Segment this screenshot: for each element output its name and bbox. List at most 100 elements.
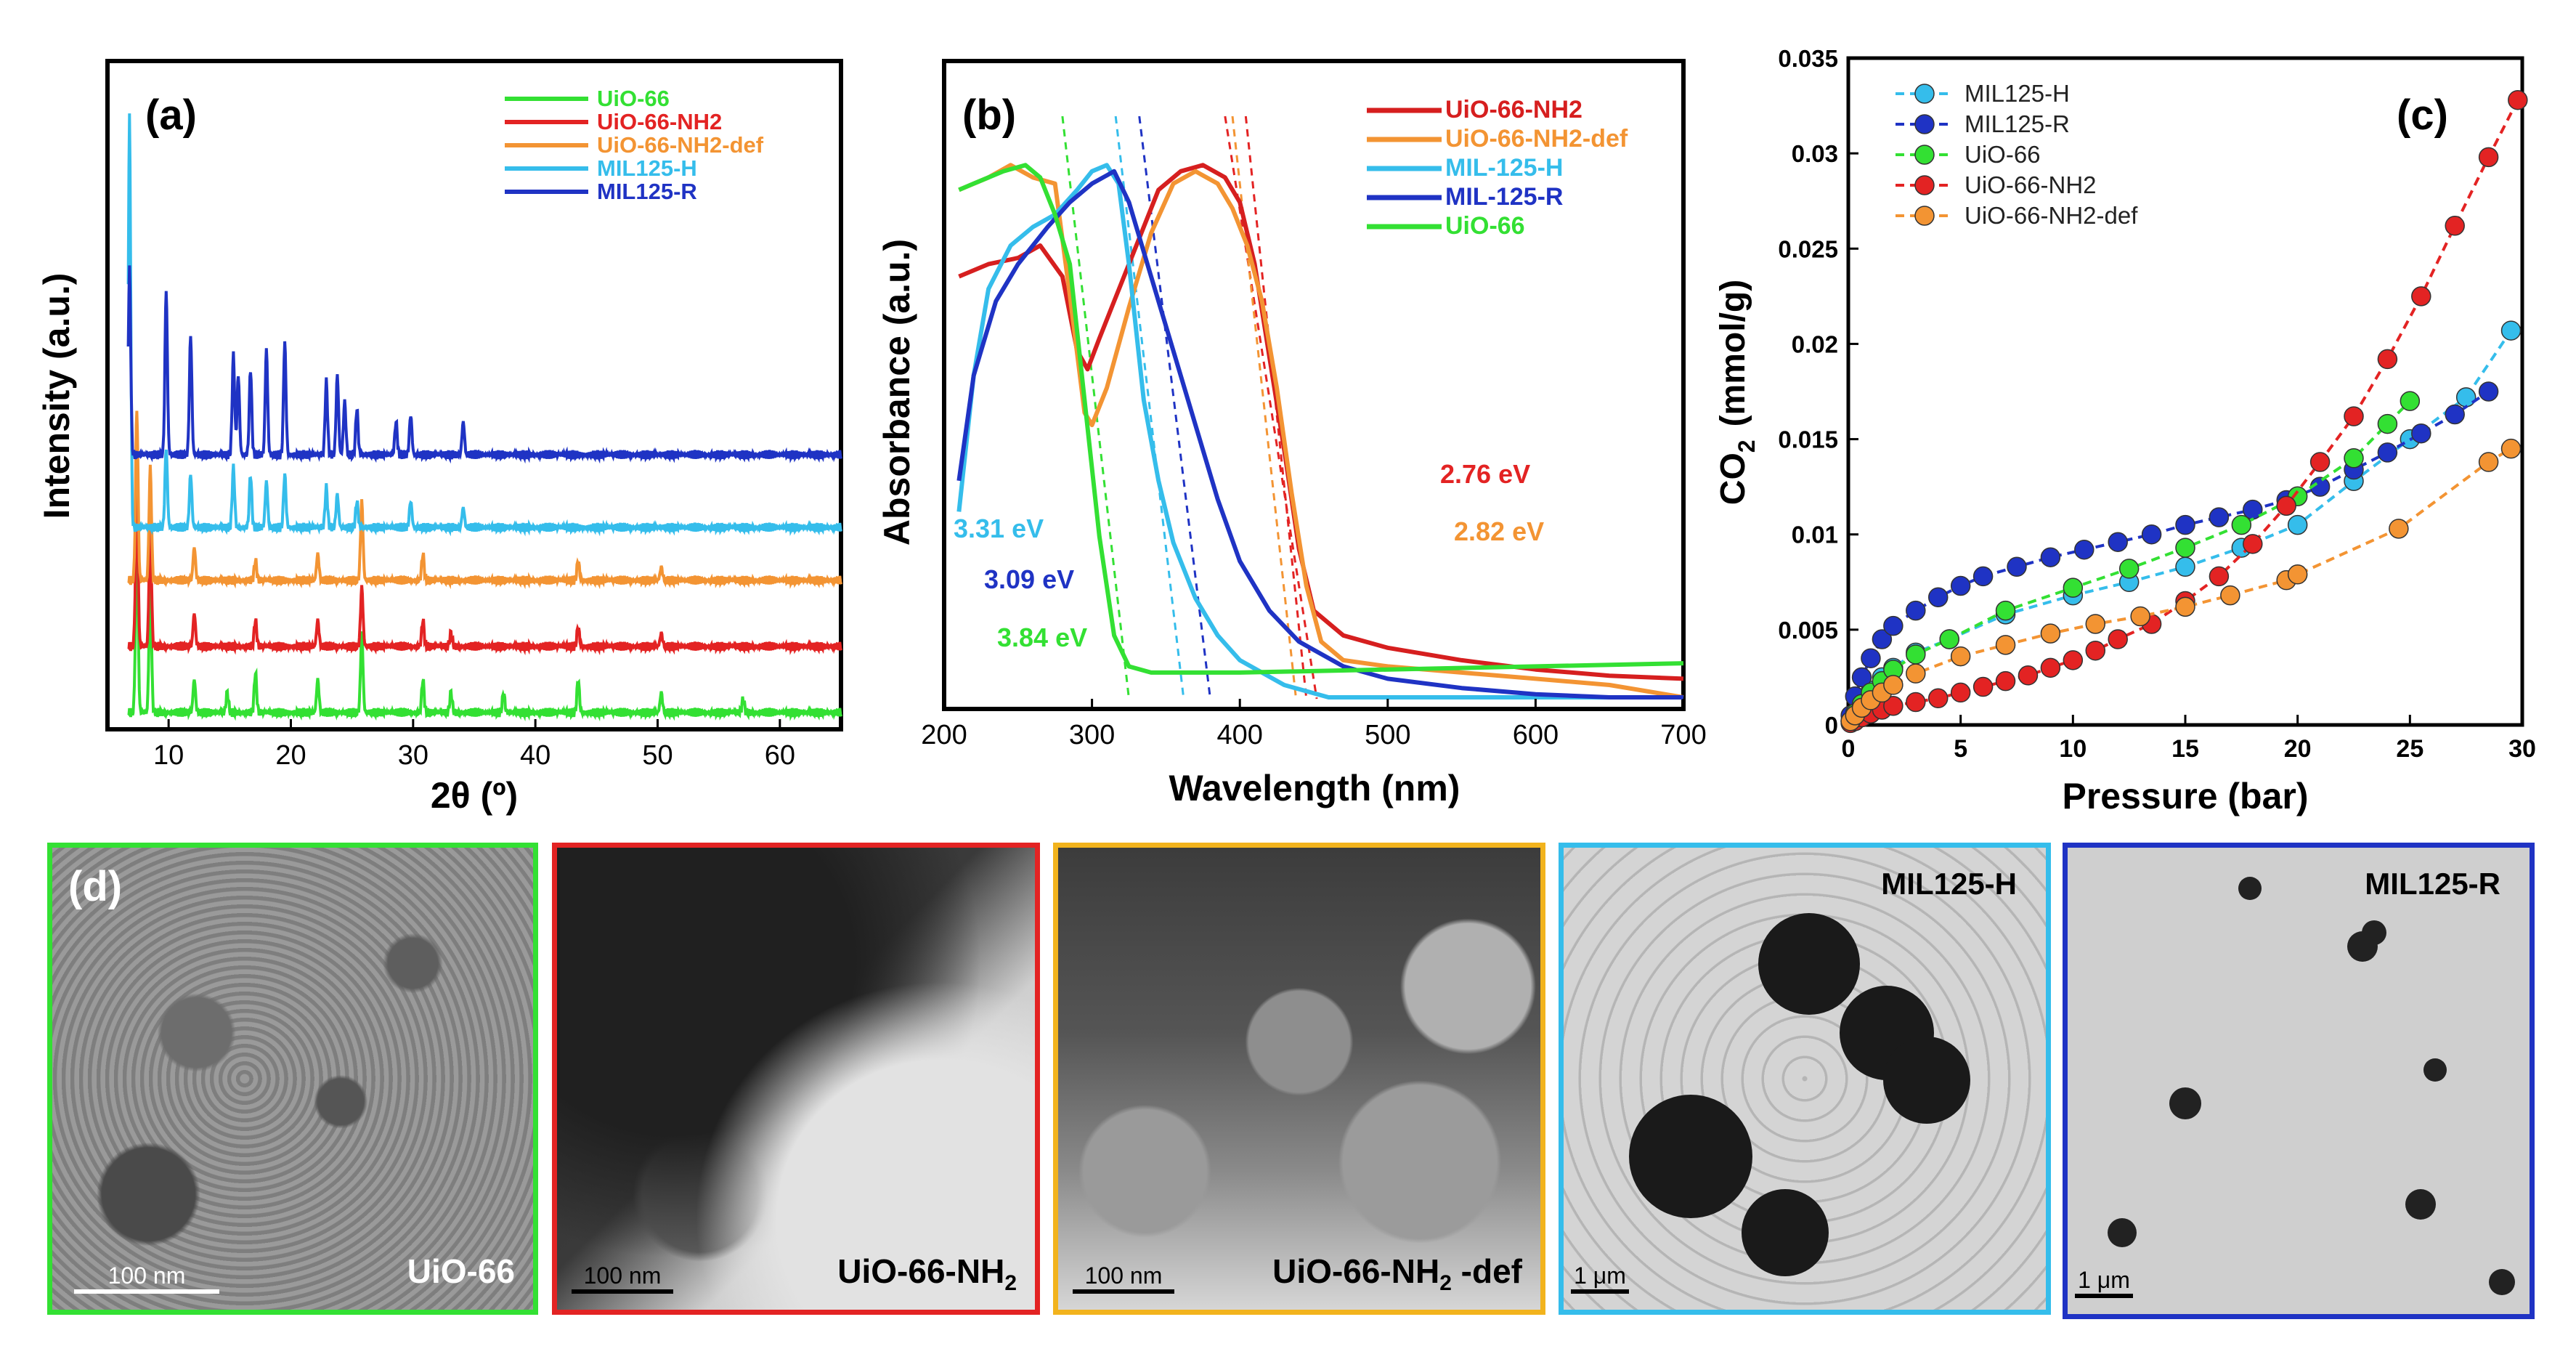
bandgap-label: 2.82 eV: [1454, 516, 1544, 546]
data-point-mil125-r: [2478, 381, 2499, 402]
legend-label: UiO-66: [1445, 212, 1525, 240]
data-point-mil125-r: [1883, 615, 1903, 636]
data-point-uio-66: [2344, 448, 2364, 469]
tem-name-uio66-nh2: UiO-66-NH: [837, 1252, 1005, 1290]
panel-c-y-axis-label: CO2 (mmol/g): [1714, 280, 1760, 505]
scale-line-mil125-r: [2075, 1294, 2133, 1298]
data-point-mil125-r: [2175, 514, 2195, 535]
data-point-uio-66-nh2-def: [1995, 635, 2016, 655]
data-point-uio-66-nh2-def: [2500, 438, 2522, 459]
x-tick-label: 5: [1954, 735, 1967, 763]
data-point-mil125-r: [2377, 442, 2398, 463]
data-point-uio-66-nh2: [2344, 406, 2364, 426]
tem-particle: [1758, 913, 1860, 1015]
data-point-uio-66-nh2: [2377, 349, 2398, 370]
data-point-uio-66-nh2: [2411, 286, 2431, 307]
x-tick-label: 40: [520, 740, 550, 771]
tem-texture-uio66-nh2-def: [1058, 848, 1540, 1310]
panel-c-y-label-main: CO: [1714, 453, 1752, 505]
data-point-uio-66-nh2: [2018, 665, 2039, 686]
y-tick-label: 0.03: [1792, 140, 1838, 167]
isotherm-line-uio-66-nh2: [1850, 99, 2519, 725]
data-point-uio-66-nh2: [2209, 566, 2230, 587]
data-point-mil125-h: [2287, 514, 2308, 535]
tem-name-uio66-nh2-def: UiO-66-NH: [1272, 1252, 1440, 1290]
tangent-line: [1114, 115, 1185, 700]
tem-particle: [1742, 1189, 1829, 1276]
data-point-uio-66-nh2-def: [2175, 596, 2195, 617]
tem-image-mil125-h: MIL125-H 1 μm: [1559, 843, 2051, 1315]
data-point-mil125-r: [2040, 547, 2061, 567]
bandgap-label: 3.09 eV: [984, 564, 1074, 594]
data-point-mil125-h: [2500, 320, 2522, 341]
data-point-uio-66-nh2-def: [1906, 663, 1926, 684]
panel-c-label: (c): [2397, 92, 2448, 139]
tem-name-uio66: UiO-66: [407, 1252, 515, 1290]
x-tick-label: 30: [398, 740, 428, 771]
scale-line-uio66-nh2-def: [1073, 1289, 1174, 1294]
x-tick-label: 20: [2284, 735, 2312, 763]
xrd-line-mil125-h: [126, 113, 842, 537]
data-point-mil125-r: [2445, 404, 2465, 425]
panel-b-label: (b): [962, 92, 1016, 139]
panel-b-x-ticks: 200 300 400 500 600 700: [921, 699, 1707, 750]
scale-line-uio66: [74, 1289, 219, 1294]
uvvis-line-mil-125-h: [956, 163, 1683, 700]
tem-suffix-uio66-nh2-def: -def: [1451, 1252, 1522, 1290]
bandgap-label: 3.31 eV: [954, 514, 1044, 543]
panel-a-x-ticks: 10 20 30 40 50 60: [153, 719, 795, 771]
data-point-uio-66-nh2-def: [1883, 675, 1903, 695]
data-point-uio-66: [2377, 413, 2398, 434]
x-tick-label: 20: [275, 740, 306, 771]
panel-b-legend: UiO-66-NH2UiO-66-NH2-defMIL-125-HMIL-125…: [1367, 96, 1628, 240]
data-point-uio-66-nh2: [2085, 640, 2106, 661]
data-point-uio-66-nh2-def: [2389, 519, 2409, 539]
x-tick-label: 10: [2059, 735, 2087, 763]
tangent-line: [1061, 115, 1130, 700]
tem-label-uio66-nh2-def: UiO-66-NH2 -def: [1272, 1252, 1522, 1295]
legend-label: UiO-66-NH2: [1445, 96, 1582, 123]
uvvis-line-uio-66-nh2: [958, 163, 1684, 681]
legend-swatch-marker: [1914, 145, 1935, 165]
tem-particle: [2169, 1087, 2201, 1119]
data-point-mil125-r: [1861, 648, 1881, 668]
data-point-uio-66: [2175, 538, 2195, 558]
x-tick-label: 500: [1365, 720, 1410, 750]
scale-line-uio66-nh2: [572, 1289, 673, 1294]
panel-b-y-axis-label: Absorbance (a.u.): [877, 239, 917, 546]
tem-texture-uio66-nh2: [557, 848, 1035, 1310]
x-tick-label: 15: [2171, 735, 2199, 763]
data-point-uio-66-nh2: [2508, 89, 2528, 110]
data-point-mil125-r: [1851, 667, 1872, 688]
tem-particle: [2238, 877, 2262, 900]
tem-texture-mil125-r: [2068, 848, 2530, 1314]
tem-label-uio66: UiO-66: [407, 1252, 515, 1291]
data-point-uio-66: [2063, 577, 2084, 598]
data-point-mil125-r: [1906, 600, 1926, 621]
data-point-uio-66: [1906, 644, 1926, 665]
tem-label-mil125-h: MIL125-H: [1881, 867, 2017, 901]
data-point-uio-66: [1939, 629, 1959, 649]
y-tick-label: 0: [1825, 712, 1838, 739]
x-tick-label: 300: [1069, 720, 1115, 750]
svg-text:CO2(mmol/g): CO2 (mmol/g): [1714, 280, 1760, 505]
uvvis-line-uio-66: [958, 163, 1684, 675]
tem-sub-uio66-nh2: 2: [1004, 1271, 1017, 1295]
tem-image-uio66-nh2: UiO-66-NH2 100 nm: [552, 843, 1040, 1315]
data-point-uio-66-nh2: [1883, 696, 1903, 716]
scale-line-mil125-h: [1571, 1289, 1629, 1294]
data-point-mil125-r: [1972, 566, 1994, 587]
bandgap-label: 2.76 eV: [1440, 459, 1530, 489]
data-point-uio-66: [1995, 600, 2016, 621]
scale-text-uio66: 100 nm: [107, 1262, 186, 1289]
data-point-uio-66-nh2: [2063, 650, 2084, 670]
uvvis-line-mil-125-r: [956, 169, 1683, 700]
data-point-uio-66-nh2: [2243, 534, 2263, 554]
panel-a-label: (a): [145, 92, 197, 139]
panel-a-y-axis-label: Intensity (a.u.): [36, 273, 77, 519]
data-point-mil125-r: [1950, 575, 1971, 596]
data-point-uio-66-nh2: [2108, 629, 2128, 649]
data-point-uio-66-nh2: [1995, 670, 2016, 692]
panel-a-legend: UiO-66UiO-66-NH2UiO-66-NH2-defMIL125-HMI…: [505, 86, 764, 204]
scale-text-uio66-nh2-def: 100 nm: [1084, 1262, 1163, 1289]
